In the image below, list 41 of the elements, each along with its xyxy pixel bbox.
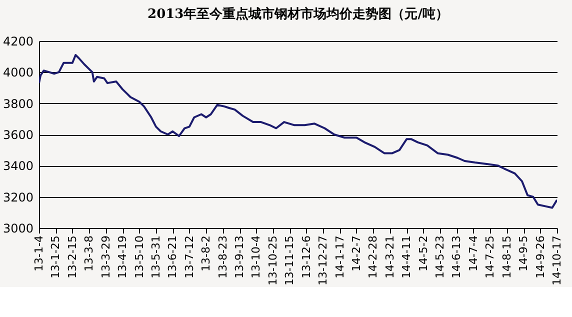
x-tick-label: 14-7-4 [466,236,480,272]
x-tick-label: 14-8-15 [500,236,514,278]
x-tick-label: 13-8-2 [200,236,213,272]
x-tick-label: 13-12-27 [316,236,330,286]
x-tick-label: 13-2-15 [66,236,79,278]
x-tick-label: 14-5-2 [416,236,430,272]
x-tick-label: 14-9-5 [517,236,530,272]
x-tick-label: 13-1-4 [32,236,46,272]
x-tick-label: 13-3-29 [99,236,112,278]
x-tick-label: 14-3-21 [383,236,396,278]
chart-title: 2013年至今重点城市钢材市场均价走势图（元/吨） [148,6,448,22]
y-tick-label: 3800 [2,96,34,111]
x-tick-label: 13-1-25 [49,236,62,278]
x-tick-label: 14-4-11 [400,236,414,278]
x-tick-label: 13-11-15 [283,236,296,286]
x-tick-label: 14-2-28 [366,236,380,278]
x-tick-label: 13-9-13 [233,236,246,278]
line-series [39,54,557,209]
x-tick-label: 13-7-12 [182,236,196,278]
y-tick-label: 3200 [2,190,34,204]
x-tick-label: 13-10-25 [266,236,280,286]
y-tick-label: 3400 [2,159,34,174]
y-tick-label: 3000 [2,222,34,236]
x-tick-label: 13-4-19 [116,236,130,278]
x-tick-label: 13-10-4 [250,236,263,278]
x-tick-label: 13-5-10 [132,236,146,278]
x-tick-label: 13-5-31 [149,236,162,278]
y-tick-label: 3600 [2,128,34,142]
x-tick-label: 13-3-8 [82,236,96,272]
x-tick-label: 14-6-13 [450,236,464,278]
x-tick-label: 13-12-6 [300,236,313,278]
x-tick-label: 13-6-21 [166,236,180,278]
x-tick-label: 14-7-25 [484,236,497,278]
x-tick-label: 14-10-17 [550,236,564,286]
x-tick-label: 14-1-17 [333,236,346,278]
x-tick-label: 14-2-7 [350,236,363,272]
y-tick-label: 4000 [2,66,34,80]
x-tick-label: 14-5-23 [434,236,447,278]
x-tick-label: 14-9-26 [534,236,547,278]
y-tick-label: 4200 [2,34,34,48]
x-tick-label: 13-8-23 [216,236,230,278]
